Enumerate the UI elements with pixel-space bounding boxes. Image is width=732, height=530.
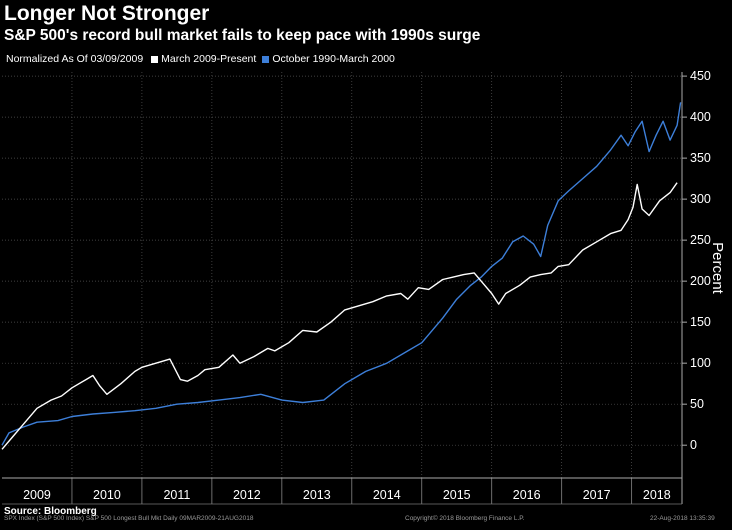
- x-tick-label: 2009: [23, 488, 51, 502]
- y-tick-label: 300: [690, 192, 711, 206]
- legend-label-present: March 2009-Present: [161, 53, 257, 65]
- x-tick-label: 2010: [93, 488, 121, 502]
- y-tick-label: 400: [690, 110, 711, 124]
- y-tick-label: 250: [690, 233, 711, 247]
- y-axis-label: Percent: [709, 242, 726, 295]
- y-tick-label: 50: [690, 397, 704, 411]
- footer-copyright: Copyright© 2018 Bloomberg Finance L.P.: [405, 515, 525, 522]
- y-tick-label: 200: [690, 274, 711, 288]
- x-tick-labels: 2009 2010 2011 2012 2013 2014 2015 2016 2017 2018: [23, 488, 671, 502]
- series-lines: [1, 102, 682, 450]
- x-tick-label: 2013: [303, 488, 331, 502]
- grid-lines: [2, 72, 682, 478]
- x-tick-label: 2014: [373, 488, 401, 502]
- source-label: Source: Bloomberg: [4, 506, 97, 517]
- x-tick-label: 2018: [643, 488, 671, 502]
- x-tick-label: 2012: [233, 488, 261, 502]
- y-tick-label: 350: [690, 151, 711, 165]
- x-tick-label: 2016: [513, 488, 541, 502]
- x-tick-label: 2011: [163, 488, 190, 502]
- footer-left: SPX Index (S&P 500 Index) S&P 500 Longes…: [4, 515, 254, 522]
- y-tick-label: 0: [690, 438, 697, 452]
- legend-swatch-white: [151, 55, 159, 63]
- legend-swatch-blue: [262, 55, 270, 63]
- axes: [2, 72, 687, 505]
- legend-label-1990s: October 1990-March 2000: [272, 53, 395, 65]
- x-tick-label: 2015: [443, 488, 471, 502]
- series-line-1990s: [1, 102, 682, 446]
- legend-note: Normalized As Of 03/09/2009: [6, 53, 144, 65]
- legend-item-1990s: October 1990-March 2000: [262, 53, 395, 65]
- legend-item-present: March 2009-Present: [151, 53, 256, 65]
- chart-subtitle: S&P 500's record bull market fails to ke…: [4, 27, 481, 44]
- y-tick-label: 100: [690, 356, 711, 370]
- y-tick-label: 150: [690, 315, 711, 329]
- footer-timestamp: 22-Aug-2018 13:35:39: [650, 515, 715, 522]
- y-tick-labels: 0 50 100 150 200 250 300 350 400 450: [690, 69, 711, 452]
- series-line-present: [1, 182, 678, 450]
- y-tick-label: 450: [690, 69, 711, 83]
- legend: Normalized As Of 03/09/2009 March 2009-P…: [6, 53, 397, 65]
- x-tick-label: 2017: [583, 488, 611, 502]
- chart-title: Longer Not Stronger: [4, 2, 210, 25]
